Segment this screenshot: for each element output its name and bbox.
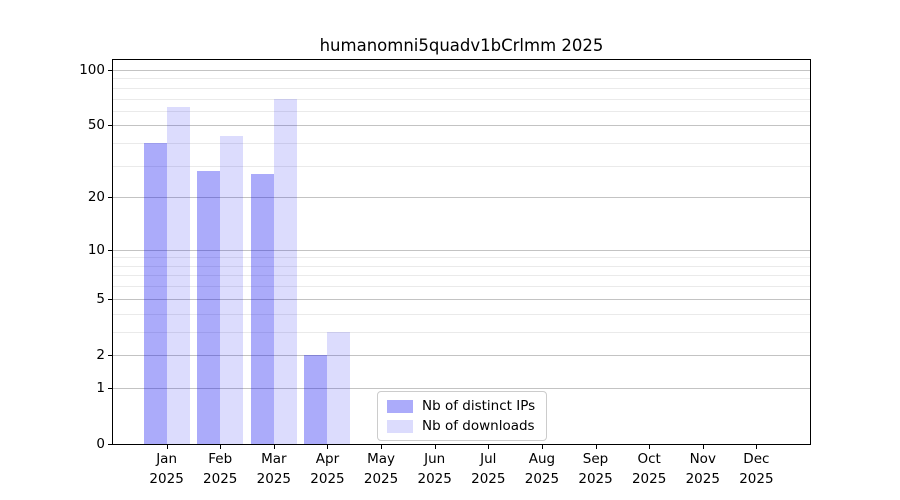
- gridline-major: [113, 125, 810, 127]
- x-tick-mark: [756, 445, 758, 449]
- x-tick-mark: [381, 445, 383, 449]
- y-tick-mark: [108, 249, 113, 251]
- x-tick-label: Jun 2025: [417, 451, 452, 487]
- x-tick-label: Dec 2025: [739, 451, 774, 487]
- y-tick-label: 100: [79, 62, 105, 79]
- legend-label-downloads: Nb of downloads: [422, 418, 535, 434]
- y-tick-label: 2: [96, 346, 105, 363]
- x-tick-mark: [220, 445, 222, 449]
- bar-distinct-ips-jan: [143, 143, 167, 444]
- x-tick-label: Jul 2025: [471, 451, 506, 487]
- legend-item-distinct-ips: Nb of distinct IPs: [387, 398, 535, 414]
- chart-title: humanomni5quadv1bCrlmm 2025: [319, 36, 604, 55]
- y-tick-mark: [108, 444, 113, 445]
- gridline-minor: [113, 78, 810, 80]
- gridline-minor: [113, 313, 810, 315]
- gridline-major: [113, 249, 810, 251]
- y-tick-label: 10: [87, 241, 105, 258]
- legend-label-distinct-ips: Nb of distinct IPs: [422, 398, 536, 414]
- gridline-minor: [113, 98, 810, 100]
- x-tick-label: May 2025: [363, 451, 399, 487]
- gridline-minor: [113, 286, 810, 288]
- bar-distinct-ips-feb: [197, 171, 221, 444]
- gridline-minor: [113, 165, 810, 167]
- gridline-minor: [113, 257, 810, 259]
- y-tick-mark: [108, 125, 113, 127]
- y-tick-mark: [108, 298, 113, 300]
- y-tick-label: 0: [96, 436, 105, 452]
- y-tick-label: 1: [96, 379, 105, 396]
- legend-swatch-downloads: [387, 419, 413, 433]
- x-tick-mark: [166, 445, 168, 449]
- gridline-minor: [113, 143, 810, 145]
- x-tick-mark: [488, 445, 490, 449]
- y-tick-mark: [108, 197, 113, 199]
- x-tick-mark: [273, 445, 275, 449]
- legend-swatch-distinct-ips: [387, 399, 413, 413]
- bar-downloads-apr: [327, 331, 351, 444]
- bar-downloads-feb: [220, 135, 244, 444]
- x-tick-mark: [541, 445, 543, 449]
- y-tick-mark: [108, 387, 113, 389]
- gridline-major: [113, 387, 810, 389]
- gridline-minor: [113, 87, 810, 89]
- y-tick-mark: [108, 70, 113, 72]
- y-tick-mark: [108, 354, 113, 356]
- bar-downloads-mar: [273, 98, 297, 444]
- bar-downloads-jan: [166, 106, 190, 444]
- gridline-minor: [113, 275, 810, 277]
- x-tick-mark: [595, 445, 597, 449]
- x-tick-label: Feb 2025: [203, 451, 238, 487]
- gridline-major: [113, 354, 810, 356]
- bar-distinct-ips-apr: [304, 354, 328, 444]
- x-tick-label: Aug 2025: [524, 451, 560, 487]
- bar-distinct-ips-mar: [250, 173, 274, 444]
- gridline-major: [113, 197, 810, 199]
- gridline-major: [113, 70, 810, 72]
- y-tick-label: 5: [96, 290, 105, 307]
- x-tick-label: Sep 2025: [578, 451, 613, 487]
- y-tick-label: 20: [87, 189, 105, 206]
- x-tick-mark: [434, 445, 436, 449]
- y-tick-label: 50: [87, 117, 105, 134]
- gridline-minor: [113, 110, 810, 112]
- x-tick-label: Apr 2025: [310, 451, 345, 487]
- x-tick-mark: [649, 445, 651, 449]
- gridline-minor: [113, 331, 810, 333]
- legend: Nb of distinct IPs Nb of downloads: [377, 391, 548, 441]
- gridline-minor: [113, 265, 810, 267]
- x-tick-label: Jan 2025: [149, 451, 184, 487]
- x-tick-label: Oct 2025: [631, 451, 667, 487]
- legend-item-downloads: Nb of downloads: [387, 418, 535, 434]
- x-tick-mark: [327, 445, 329, 449]
- x-tick-label: Mar 2025: [256, 451, 292, 487]
- x-tick-mark: [702, 445, 704, 449]
- plot-area: Nb of distinct IPs Nb of downloads: [112, 59, 811, 445]
- gridline-major: [113, 298, 810, 300]
- x-tick-label: Nov 2025: [685, 451, 720, 487]
